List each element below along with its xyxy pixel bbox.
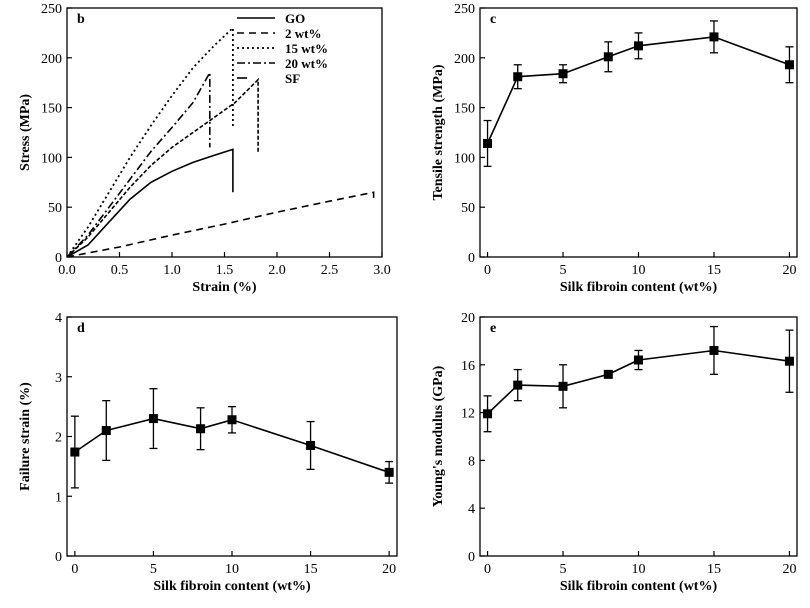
data-point-c-4	[634, 41, 643, 51]
x-tick-label-d-1: 5	[150, 562, 157, 577]
x-tick-label-b-6: 3.0	[373, 263, 391, 278]
series-line-20-wt-	[66, 69, 211, 258]
y-tick-label-b-0: 0	[55, 251, 62, 266]
data-point-c-0	[483, 138, 493, 148]
data-point-e-2	[558, 381, 568, 391]
y-tick-label-c-3: 150	[454, 102, 475, 117]
data-point-c-6	[784, 60, 794, 70]
panel-label-c: c	[490, 12, 496, 27]
x-tick-label-e-1: 5	[560, 562, 567, 577]
x-tick-label-c-4: 20	[782, 263, 796, 278]
data-point-d-5	[306, 440, 316, 450]
data-point-d-6	[384, 467, 394, 477]
data-point-e-5	[709, 345, 719, 355]
data-point-e-6	[784, 356, 794, 366]
y-axis-label-c: Tensile strength (MPa)	[431, 64, 446, 200]
x-axis-label-c: Silk fibroin content (wt%)	[560, 280, 718, 295]
x-tick-label-d-0: 0	[71, 562, 78, 577]
x-tick-label-d-2: 10	[225, 562, 239, 577]
y-tick-label-e-4: 16	[461, 359, 475, 374]
x-axis-label-e: Silk fibroin content (wt%)	[560, 579, 718, 594]
series-line-go	[66, 148, 234, 258]
x-tick-label-b-0: 0.0	[58, 263, 76, 278]
x-tick-label-c-1: 5	[560, 263, 567, 278]
y-tick-label-e-2: 8	[468, 454, 475, 469]
y-tick-label-e-0: 0	[468, 550, 475, 565]
data-point-d-2	[148, 414, 158, 424]
data-point-e-3	[603, 369, 613, 379]
data-point-d-3	[196, 424, 206, 434]
y-axis-label-d: Failure strain (%)	[18, 382, 33, 491]
series-line-2-wt-	[66, 191, 375, 258]
panel-label-d: d	[77, 321, 85, 336]
data-point-d-4	[227, 415, 237, 425]
x-tick-label-e-3: 15	[707, 562, 721, 577]
data-point-e-4	[634, 355, 643, 365]
series-line-sf	[66, 77, 259, 258]
y-tick-label-d-1: 1	[55, 490, 62, 505]
x-tick-label-b-4: 2.0	[268, 263, 286, 278]
x-tick-label-c-3: 15	[707, 263, 721, 278]
data-point-e-0	[483, 409, 493, 419]
legend-label-3: 20 wt%	[285, 56, 328, 71]
data-point-c-5	[709, 32, 719, 42]
data-point-e-1	[513, 380, 523, 390]
data-point-d-1	[101, 426, 111, 436]
legend-label-2: 15 wt%	[285, 41, 328, 56]
plot-frame-d	[66, 316, 398, 557]
x-tick-label-c-2: 10	[632, 263, 646, 278]
y-tick-label-e-3: 12	[461, 407, 475, 422]
y-tick-label-b-3: 150	[41, 102, 62, 117]
y-tick-label-d-4: 4	[55, 311, 62, 326]
x-axis-label-b: Strain (%)	[192, 280, 257, 295]
y-axis-label-b: Stress (MPa)	[18, 94, 33, 171]
x-tick-label-c-0: 0	[484, 263, 491, 278]
y-tick-label-d-2: 2	[55, 431, 62, 446]
y-tick-label-e-1: 4	[468, 502, 475, 517]
y-tick-label-c-1: 50	[461, 201, 475, 216]
data-point-d-0	[70, 447, 80, 457]
y-tick-label-b-2: 100	[41, 151, 62, 166]
x-tick-label-b-2: 1.0	[163, 263, 181, 278]
y-tick-label-b-4: 200	[41, 52, 62, 67]
legend-label-4: SF	[285, 71, 300, 86]
data-point-c-3	[603, 52, 613, 62]
x-tick-label-e-4: 20	[782, 562, 796, 577]
y-tick-label-b-1: 50	[48, 201, 62, 216]
plot-frame-b	[66, 7, 383, 258]
y-tick-label-c-5: 250	[454, 2, 475, 17]
legend-label-1: 2 wt%	[285, 26, 321, 41]
panel-label-e: e	[490, 321, 496, 336]
x-axis-label-d: Silk fibroin content (wt%)	[153, 579, 311, 594]
panel-label-b: b	[77, 12, 85, 27]
y-tick-label-c-0: 0	[468, 251, 475, 266]
x-tick-label-d-4: 20	[382, 562, 396, 577]
x-tick-label-b-1: 0.5	[111, 263, 129, 278]
y-tick-label-d-0: 0	[55, 550, 62, 565]
data-point-c-2	[558, 69, 568, 79]
y-tick-label-d-3: 3	[55, 371, 62, 386]
x-tick-label-b-3: 1.5	[216, 263, 234, 278]
legend-label-0: GO	[285, 11, 305, 26]
y-tick-label-c-4: 200	[454, 52, 475, 67]
y-axis-label-e: Young's modulus (GPa)	[431, 365, 446, 507]
x-tick-label-e-2: 10	[632, 562, 646, 577]
x-tick-label-e-0: 0	[484, 562, 491, 577]
data-point-c-1	[513, 72, 523, 82]
y-tick-label-b-5: 250	[41, 2, 62, 17]
y-tick-label-c-2: 100	[454, 151, 475, 166]
x-tick-label-d-3: 15	[304, 562, 318, 577]
x-tick-label-b-5: 2.5	[321, 263, 339, 278]
y-tick-label-e-5: 20	[461, 311, 475, 326]
series-line-15-wt-	[66, 25, 234, 258]
